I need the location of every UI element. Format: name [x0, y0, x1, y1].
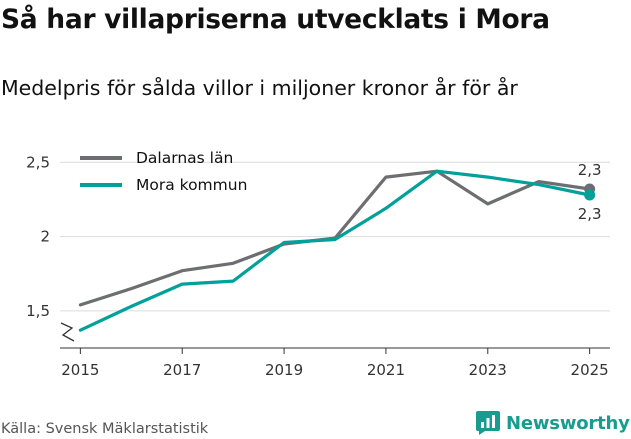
- series-lines: [78, 169, 596, 332]
- data-labels: 2,3 2,3: [578, 161, 602, 223]
- x-tick-label: 2023: [469, 361, 507, 379]
- series-end-point: [584, 189, 596, 201]
- legend-label: Dalarnas län: [136, 149, 233, 167]
- y-tick-label: 2,5: [26, 153, 50, 171]
- source-note: Källa: Svensk Mäklarstatistik: [1, 421, 209, 437]
- x-tick-label: 2021: [367, 361, 405, 379]
- chart-subtitle: Medelpris för sålda villor i miljoner kr…: [1, 76, 518, 100]
- x-tick-label: 2015: [61, 361, 99, 379]
- legend-label: Mora kommun: [136, 176, 247, 194]
- legend: Dalarnas län Mora kommun: [80, 149, 247, 194]
- x-tick-label: 2017: [163, 361, 201, 379]
- axes: 1,5 2 2,5 2015 2017 2019 2021 2023 2025: [26, 153, 610, 379]
- x-tick-label: 2019: [265, 361, 303, 379]
- axis-break-icon: [60, 322, 75, 342]
- x-tick-label: 2025: [571, 361, 609, 379]
- y-tick-label: 1,5: [26, 302, 50, 320]
- brand-name: Newsworthy: [506, 412, 630, 434]
- y-tick-label: 2: [40, 228, 50, 246]
- brand-logo[interactable]: Newsworthy: [476, 408, 630, 438]
- series-end-label: 2,3: [578, 161, 602, 179]
- newsworthy-logo-icon: [476, 411, 500, 435]
- series-end-label: 2,3: [578, 205, 602, 223]
- chart-title: Så har villapriserna utvecklats i Mora: [1, 4, 550, 35]
- series-line-mora-kommun: [78, 169, 592, 332]
